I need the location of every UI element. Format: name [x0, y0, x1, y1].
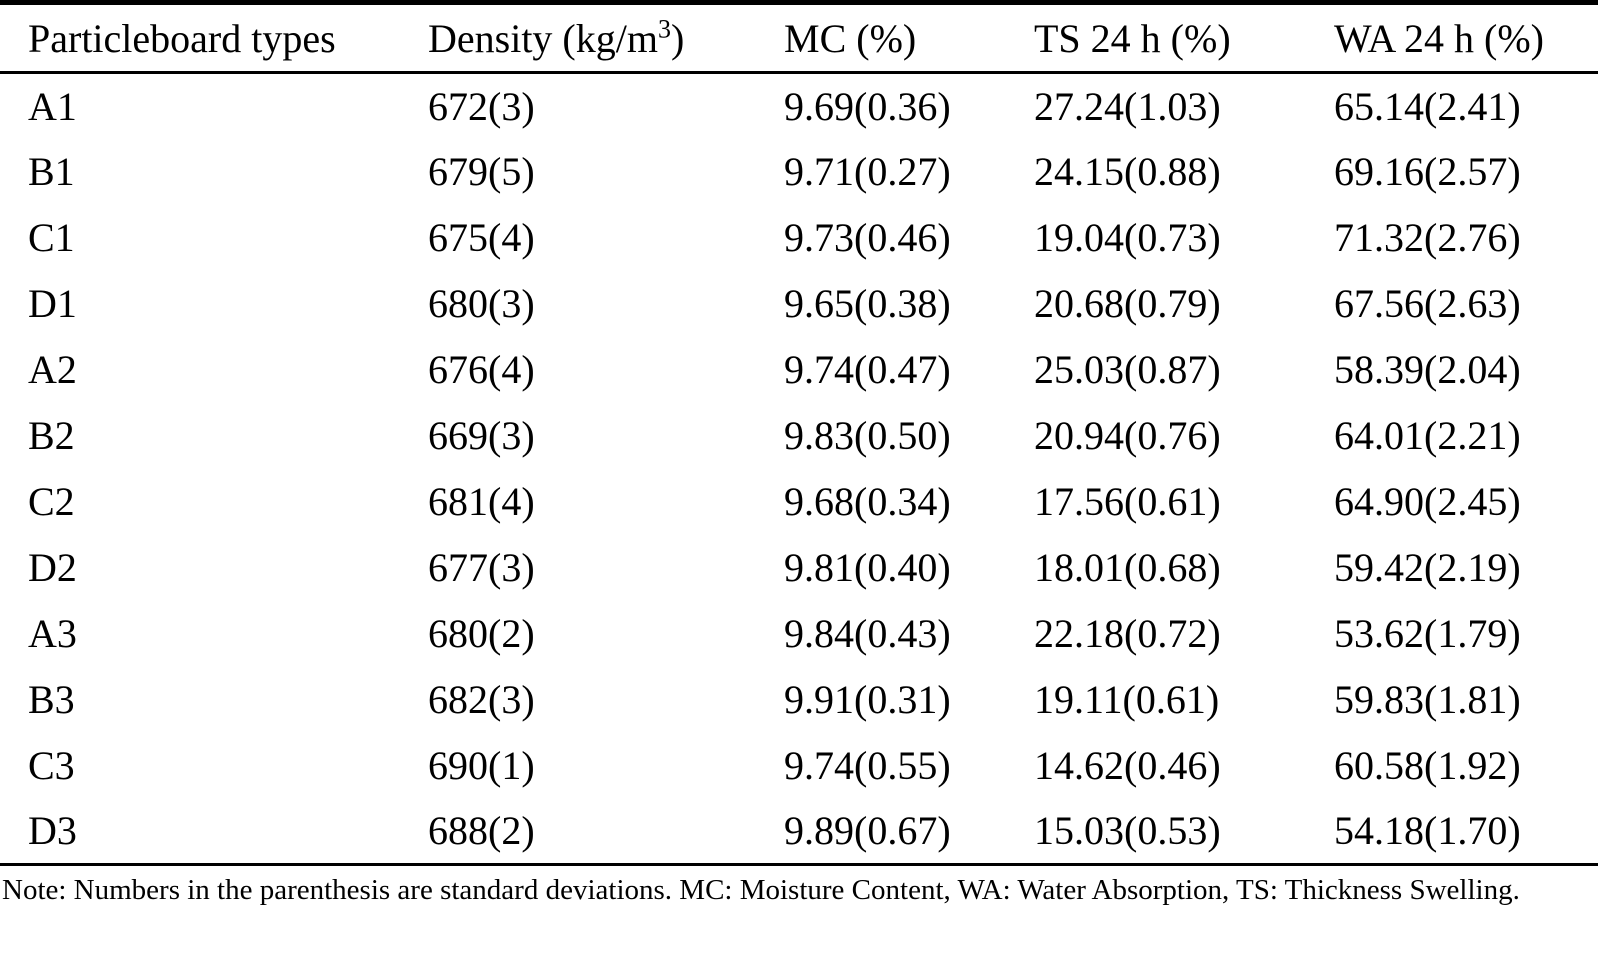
table-row: C1 675(4) 9.73(0.46) 19.04(0.73) 71.32(2… — [0, 205, 1598, 271]
cell-wa: 65.14(2.41) — [1334, 83, 1521, 129]
cell-ts: 22.18(0.72) — [1034, 611, 1221, 656]
cell-ts: 14.62(0.46) — [1034, 743, 1221, 788]
cell-type: C2 — [28, 479, 75, 524]
density-header-text: Density (kg/m — [428, 15, 658, 61]
cell-type: C3 — [28, 743, 75, 788]
cell-mc: 9.65(0.38) — [784, 281, 951, 326]
cell-density: 669(3) — [428, 413, 535, 458]
cell-density: 682(3) — [428, 677, 535, 722]
cell-mc: 9.74(0.47) — [784, 347, 951, 392]
cell-type: A1 — [28, 83, 77, 129]
cell-ts: 25.03(0.87) — [1034, 347, 1221, 392]
table-row: B3 682(3) 9.91(0.31) 19.11(0.61) 59.83(1… — [0, 667, 1598, 733]
cell-ts: 17.56(0.61) — [1034, 479, 1221, 524]
table-row: A3 680(2) 9.84(0.43) 22.18(0.72) 53.62(1… — [0, 601, 1598, 667]
cell-density: 680(2) — [428, 611, 535, 656]
table-footnote: Note: Numbers in the parenthesis are sta… — [2, 874, 1520, 906]
cell-mc: 9.84(0.43) — [784, 611, 951, 656]
cell-mc: 9.68(0.34) — [784, 479, 951, 524]
col-header-particleboard-types: Particleboard types — [0, 2, 400, 74]
cell-density: 690(1) — [428, 743, 535, 788]
cell-wa: 59.83(1.81) — [1334, 677, 1521, 722]
col-header-mc: MC (%) — [756, 2, 1006, 74]
table-row: D2 677(3) 9.81(0.40) 18.01(0.68) 59.42(2… — [0, 535, 1598, 601]
cell-wa: 71.32(2.76) — [1334, 215, 1521, 260]
table-row: B2 669(3) 9.83(0.50) 20.94(0.76) 64.01(2… — [0, 403, 1598, 469]
cell-mc: 9.73(0.46) — [784, 215, 951, 260]
density-header-superscript: 3 — [657, 14, 671, 44]
table-row: A1 672(3) 9.69(0.36) 27.24(1.03) 65.14(2… — [0, 73, 1598, 139]
cell-density: 688(2) — [428, 808, 535, 854]
cell-mc: 9.69(0.36) — [784, 83, 951, 129]
cell-wa: 69.16(2.57) — [1334, 149, 1521, 194]
cell-density: 681(4) — [428, 479, 535, 524]
cell-wa: 58.39(2.04) — [1334, 347, 1521, 392]
cell-density: 679(5) — [428, 149, 535, 194]
cell-wa: 54.18(1.70) — [1334, 808, 1521, 854]
cell-type: C1 — [28, 215, 75, 260]
cell-type: D2 — [28, 545, 77, 590]
header-row: Particleboard types Density (kg/m3) MC (… — [0, 2, 1598, 74]
cell-wa: 60.58(1.92) — [1334, 743, 1521, 788]
cell-density: 680(3) — [428, 281, 535, 326]
cell-mc: 9.71(0.27) — [784, 149, 951, 194]
table-row: D1 680(3) 9.65(0.38) 20.68(0.79) 67.56(2… — [0, 271, 1598, 337]
cell-wa: 53.62(1.79) — [1334, 611, 1521, 656]
cell-density: 672(3) — [428, 83, 535, 129]
col-header-wa: WA 24 h (%) — [1306, 2, 1598, 74]
cell-mc: 9.81(0.40) — [784, 545, 951, 590]
cell-ts: 27.24(1.03) — [1034, 83, 1221, 129]
cell-wa: 64.90(2.45) — [1334, 479, 1521, 524]
table-row: C3 690(1) 9.74(0.55) 14.62(0.46) 60.58(1… — [0, 733, 1598, 799]
cell-ts: 15.03(0.53) — [1034, 808, 1221, 854]
cell-ts: 18.01(0.68) — [1034, 545, 1221, 590]
cell-type: A3 — [28, 611, 77, 656]
table-row: B1 679(5) 9.71(0.27) 24.15(0.88) 69.16(2… — [0, 139, 1598, 205]
cell-ts: 20.94(0.76) — [1034, 413, 1221, 458]
cell-mc: 9.89(0.67) — [784, 808, 951, 854]
cell-ts: 24.15(0.88) — [1034, 149, 1221, 194]
cell-type: B2 — [28, 413, 75, 458]
cell-type: B1 — [28, 149, 75, 194]
cell-type: D3 — [28, 808, 77, 854]
particleboard-properties-table: Particleboard types Density (kg/m3) MC (… — [0, 0, 1598, 866]
cell-mc: 9.74(0.55) — [784, 743, 951, 788]
cell-ts: 20.68(0.79) — [1034, 281, 1221, 326]
cell-wa: 59.42(2.19) — [1334, 545, 1521, 590]
density-header-close-paren: ) — [670, 15, 685, 61]
cell-mc: 9.83(0.50) — [784, 413, 951, 458]
table-row: A2 676(4) 9.74(0.47) 25.03(0.87) 58.39(2… — [0, 337, 1598, 403]
cell-type: A2 — [28, 347, 77, 392]
table-row: C2 681(4) 9.68(0.34) 17.56(0.61) 64.90(2… — [0, 469, 1598, 535]
cell-type: B3 — [28, 677, 75, 722]
cell-density: 675(4) — [428, 215, 535, 260]
cell-density: 677(3) — [428, 545, 535, 590]
table-row: D3 688(2) 9.89(0.67) 15.03(0.53) 54.18(1… — [0, 799, 1598, 865]
cell-density: 676(4) — [428, 347, 535, 392]
cell-type: D1 — [28, 281, 77, 326]
cell-wa: 64.01(2.21) — [1334, 413, 1521, 458]
col-header-ts: TS 24 h (%) — [1006, 2, 1306, 74]
cell-wa: 67.56(2.63) — [1334, 281, 1521, 326]
cell-ts: 19.11(0.61) — [1034, 677, 1220, 722]
cell-ts: 19.04(0.73) — [1034, 215, 1221, 260]
cell-mc: 9.91(0.31) — [784, 677, 951, 722]
col-header-density: Density (kg/m3) — [400, 2, 756, 74]
